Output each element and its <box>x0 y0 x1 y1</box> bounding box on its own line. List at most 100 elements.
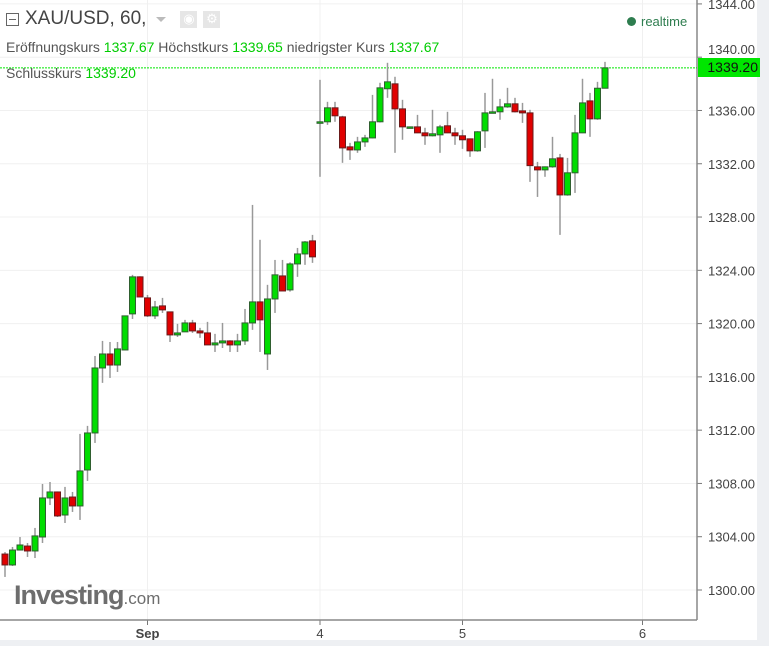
candle-up <box>369 121 376 139</box>
candle-down <box>226 340 234 346</box>
candle-up <box>211 342 219 346</box>
candle-up <box>121 315 129 351</box>
candle-up <box>9 549 16 566</box>
candle-down <box>414 126 421 134</box>
candle-up <box>264 298 271 355</box>
candle-down <box>459 135 466 141</box>
candle-up <box>481 112 489 132</box>
candle-up <box>594 87 601 120</box>
right-edge-strip <box>757 0 769 646</box>
candle-up <box>571 132 579 174</box>
x-tick-label: 5 <box>459 626 466 641</box>
candle-down <box>136 276 144 298</box>
candle-up <box>234 340 241 346</box>
logo-brand: Investing <box>14 580 125 610</box>
candle-up <box>84 432 91 471</box>
candle-up <box>436 126 444 136</box>
candle-up <box>564 172 571 196</box>
y-tick-label: 1308.00 <box>708 476 755 491</box>
candle-up <box>114 348 121 366</box>
candle-up <box>151 306 159 317</box>
candle-down <box>69 496 76 507</box>
low-label: niedrigster Kurs <box>286 39 385 55</box>
gear-icon[interactable]: ⚙ <box>203 10 221 28</box>
candle-up <box>354 141 361 151</box>
candle-up <box>301 241 309 255</box>
candle-down <box>444 125 451 134</box>
candle-down <box>309 240 316 258</box>
candle-down <box>54 491 61 517</box>
candle-up <box>219 340 226 344</box>
last-price-badge: 1339.20 <box>698 58 760 77</box>
candle-down <box>106 353 114 366</box>
candle-up <box>61 497 69 516</box>
y-tick-label: 1340.00 <box>708 42 755 57</box>
investing-logo: Investing.com <box>14 580 160 611</box>
candle-up <box>99 353 106 369</box>
candle-up <box>249 301 256 324</box>
y-tick-label: 1316.00 <box>708 370 755 385</box>
candle-down <box>526 112 534 167</box>
candle-up <box>174 332 181 336</box>
candle-down <box>399 108 406 128</box>
realtime-indicator: realtime <box>627 14 687 29</box>
candle-up <box>474 131 481 152</box>
high-label: Höchstkurs <box>158 39 229 55</box>
candle-down <box>556 157 564 196</box>
chevron-down-icon[interactable] <box>156 16 167 22</box>
y-tick-label: 1324.00 <box>708 263 755 278</box>
y-tick-label: 1300.00 <box>708 583 755 598</box>
candle-up <box>39 497 46 538</box>
candle-up <box>406 126 414 129</box>
candle-up <box>91 367 99 434</box>
x-tick-label: Sep <box>136 626 160 641</box>
close-value: 1339.20 <box>85 65 136 81</box>
x-tick-label: 4 <box>316 626 323 641</box>
candle-up <box>271 274 279 300</box>
candle-up <box>361 137 369 143</box>
candle-up <box>384 81 391 90</box>
eye-icon[interactable]: ◉ <box>180 10 198 28</box>
y-tick-label: 1320.00 <box>708 317 755 332</box>
candle-down <box>1 553 9 566</box>
candle-down <box>391 83 399 110</box>
candle-down <box>421 132 429 137</box>
candle-down <box>189 322 196 332</box>
candle-up <box>504 103 511 108</box>
y-tick-label: 1344.00 <box>708 0 755 12</box>
y-tick-label: 1312.00 <box>708 423 755 438</box>
candle-down <box>451 132 459 137</box>
x-tick-label: 6 <box>639 626 646 641</box>
candle-up <box>601 67 609 89</box>
bottom-edge-strip <box>0 640 769 646</box>
candle-down <box>586 100 594 120</box>
logo-suffix: .com <box>123 589 161 608</box>
candle-down <box>256 301 264 321</box>
candle-down <box>166 311 174 336</box>
low-value: 1337.67 <box>388 39 440 55</box>
candle-up <box>376 87 384 123</box>
candle-up <box>241 322 249 342</box>
close-label: Schlusskurs <box>6 65 82 81</box>
status-dot-icon <box>627 17 636 26</box>
candle-up <box>76 470 84 507</box>
candle-down <box>24 545 31 552</box>
candle-up <box>316 121 324 124</box>
y-tick-label: 1304.00 <box>708 530 755 545</box>
candle-up <box>324 107 331 123</box>
candle-up <box>429 133 436 137</box>
candle-up <box>294 253 301 265</box>
candle-up <box>496 106 504 113</box>
open-label: Eröffnungskurs <box>6 39 100 55</box>
candle-down <box>159 305 166 311</box>
candle-down <box>331 107 339 117</box>
collapse-icon[interactable] <box>6 12 19 26</box>
open-value: 1337.67 <box>103 39 155 55</box>
close-legend: Schlusskurs 1339.20 <box>6 65 136 81</box>
candle-down <box>346 146 354 151</box>
candle-down <box>144 297 151 317</box>
candle-down <box>466 138 474 152</box>
y-tick-label: 1332.00 <box>708 157 755 172</box>
candle-down <box>511 103 519 113</box>
